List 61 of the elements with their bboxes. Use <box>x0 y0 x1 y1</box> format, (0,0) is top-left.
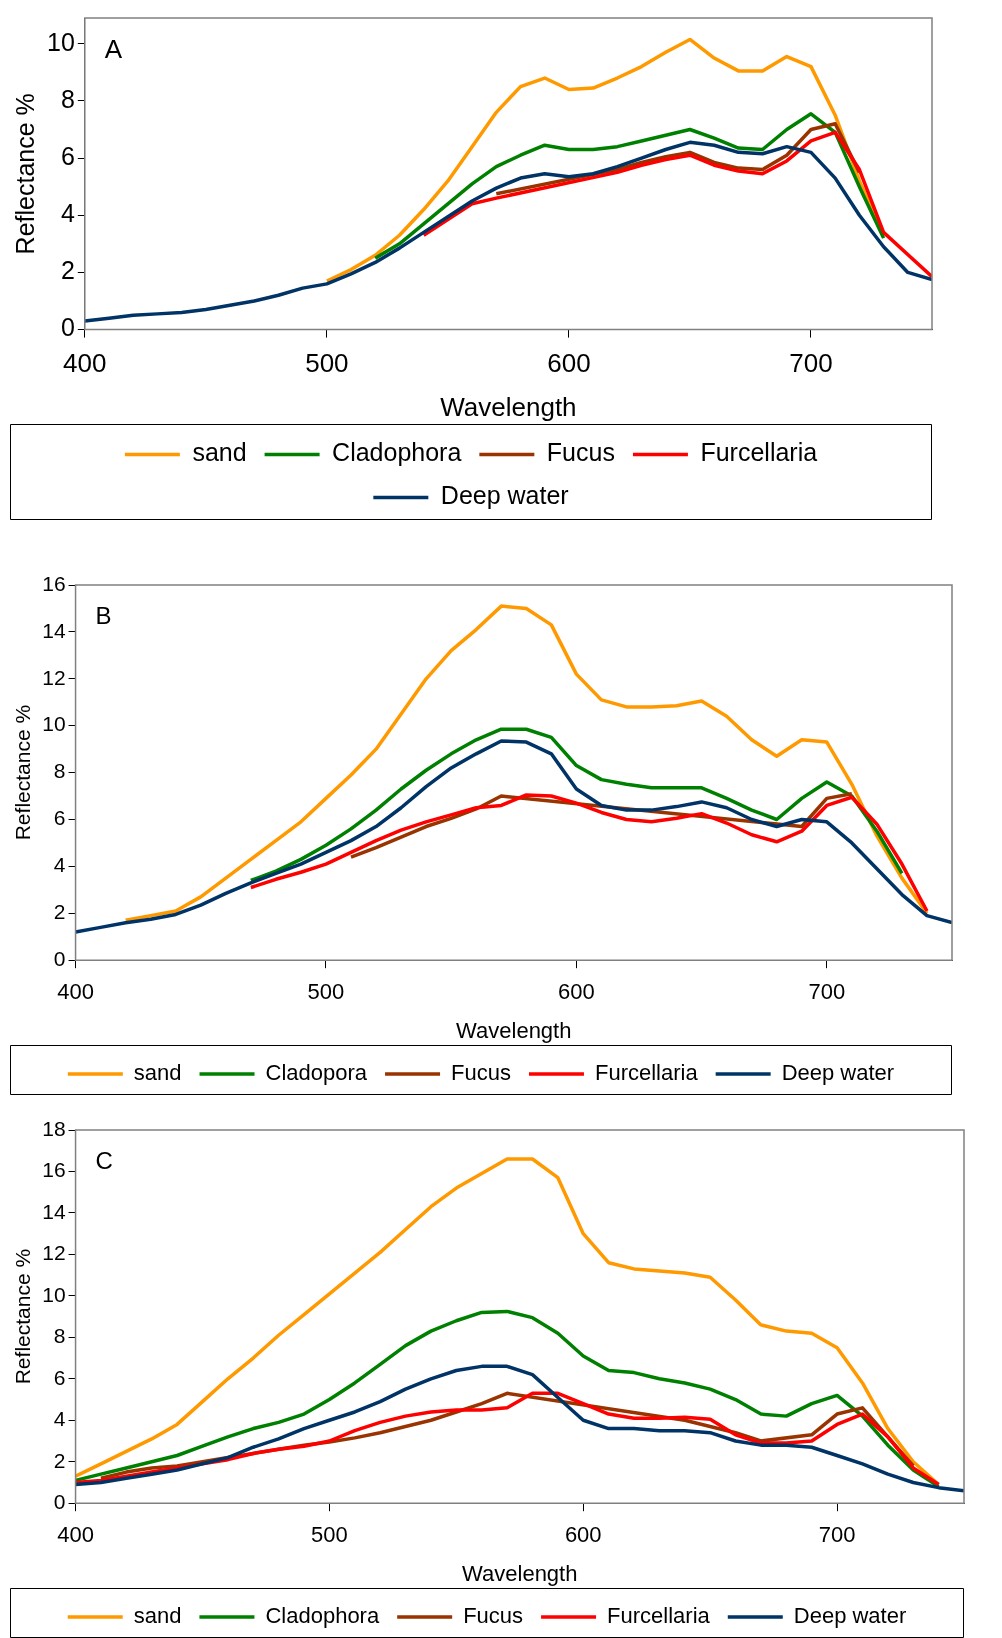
legend-label: Furcellaria <box>594 1060 699 1086</box>
annotation: C <box>95 1146 113 1174</box>
legend-label: sand <box>133 1060 182 1086</box>
x-tick-label: 500 <box>305 348 349 379</box>
y-tick-label: 0 <box>60 313 75 342</box>
y-tick-label: 10 <box>42 1282 66 1306</box>
legend-label: Deep water <box>781 1060 895 1086</box>
y-tick-label: 0 <box>53 1490 66 1513</box>
legend-label: Deep water <box>793 1603 907 1629</box>
y-tick-label: 8 <box>60 84 75 113</box>
y-tick-label: 14 <box>42 618 66 642</box>
y-tick-label: 14 <box>42 1199 66 1223</box>
x-axis-title: Wavelength <box>462 1560 578 1586</box>
y-tick-label: 12 <box>42 1241 66 1265</box>
y-tick-label: 10 <box>42 712 66 736</box>
legend-label: sand <box>133 1603 182 1629</box>
y-tick-label: 6 <box>53 1365 66 1389</box>
legend-label: Fucus <box>546 438 615 467</box>
x-tick-label: 400 <box>57 1522 94 1548</box>
y-tick-label: 2 <box>60 256 75 285</box>
y-tick-label: 6 <box>53 806 66 830</box>
y-axis-title: Reflectance % <box>10 93 39 255</box>
legend-label: Cladophora <box>265 1603 380 1629</box>
legend-label: sand <box>192 438 247 467</box>
x-tick-label: 600 <box>547 348 591 379</box>
x-axis-title: Wavelength <box>440 391 577 422</box>
y-tick-label: 16 <box>42 1158 66 1182</box>
y-axis-title: Reflectance % <box>11 704 35 841</box>
y-tick-label: 16 <box>42 571 66 595</box>
y-tick-label: 2 <box>53 1448 66 1472</box>
y-axis-title: Reflectance % <box>11 1248 35 1385</box>
y-tick-label: 0 <box>53 947 66 970</box>
legend-label: Deep water <box>440 481 569 510</box>
y-tick-label: 4 <box>53 1407 66 1431</box>
legend-label: Fucus <box>451 1060 511 1086</box>
y-tick-label: 12 <box>42 665 66 689</box>
annotation: A <box>104 34 123 65</box>
y-tick-label: 18 <box>42 1116 66 1140</box>
x-tick-label: 700 <box>789 348 833 379</box>
legend-label: Fucus <box>463 1603 524 1629</box>
x-tick-label: 600 <box>558 979 595 1005</box>
x-axis-title: Wavelength <box>456 1017 572 1043</box>
annotation: B <box>95 601 112 629</box>
y-tick-label: 6 <box>60 141 75 170</box>
x-tick-label: 500 <box>307 979 345 1005</box>
y-tick-label: 8 <box>53 759 66 783</box>
legend-label: Cladophora <box>332 438 462 467</box>
y-tick-label: 2 <box>53 900 66 924</box>
y-tick-label: 8 <box>53 1324 66 1348</box>
legend-label: Cladopora <box>265 1060 368 1086</box>
y-tick-label: 4 <box>53 853 66 877</box>
legend-label: Furcellaria <box>700 438 818 467</box>
x-tick-label: 500 <box>311 1522 348 1548</box>
x-tick-label: 400 <box>63 348 107 379</box>
x-tick-label: 600 <box>564 1522 602 1548</box>
x-tick-label: 700 <box>818 1522 856 1548</box>
y-tick-label: 4 <box>60 199 75 228</box>
x-tick-label: 700 <box>808 979 846 1005</box>
y-tick-label: 10 <box>47 27 75 56</box>
x-tick-label: 400 <box>57 979 94 1005</box>
legend-label: Furcellaria <box>607 1603 711 1629</box>
